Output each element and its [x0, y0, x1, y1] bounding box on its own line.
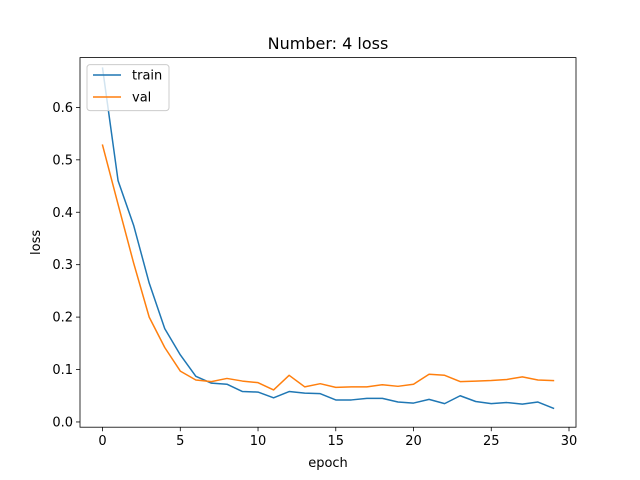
x-tick-label: 25: [483, 434, 500, 449]
series-line-train: [101, 67, 555, 410]
y-tick-label: 0.1: [52, 363, 73, 378]
y-tick-label: 0.6: [52, 101, 73, 116]
x-tick-label: 10: [250, 434, 267, 449]
x-tick-label: 30: [561, 434, 578, 449]
y-tick-label: 0.3: [52, 258, 73, 273]
x-tick-label: 5: [176, 434, 184, 449]
y-axis-label: loss: [29, 230, 44, 255]
x-tick-label: 20: [405, 434, 422, 449]
y-tick-label: 0.2: [52, 311, 73, 326]
series-line-val: [101, 144, 555, 391]
series-layer: [101, 67, 555, 410]
plot-area-background: [80, 57, 576, 428]
plot-frame: [79, 57, 577, 428]
y-tick-label: 0.5: [52, 153, 73, 168]
x-tick-label: 0: [98, 434, 106, 449]
y-tick-label: 0.0: [52, 415, 73, 430]
chart-title: Number: 4 loss: [268, 34, 389, 53]
legend-box: [86, 64, 170, 112]
y-tick-label: 0.4: [52, 206, 73, 221]
x-tick-label: 15: [328, 434, 345, 449]
y-axis-ticks: 0.0 0.1 0.2 0.3 0.4 0.5 0.6: [52, 101, 80, 430]
x-axis-ticks: 0 5 10 15 20 25 30: [98, 427, 577, 449]
legend-label-val: val: [132, 91, 151, 106]
x-axis-label: epoch: [308, 456, 348, 471]
legend: train val: [86, 64, 170, 112]
legend-label-train: train: [132, 69, 162, 84]
